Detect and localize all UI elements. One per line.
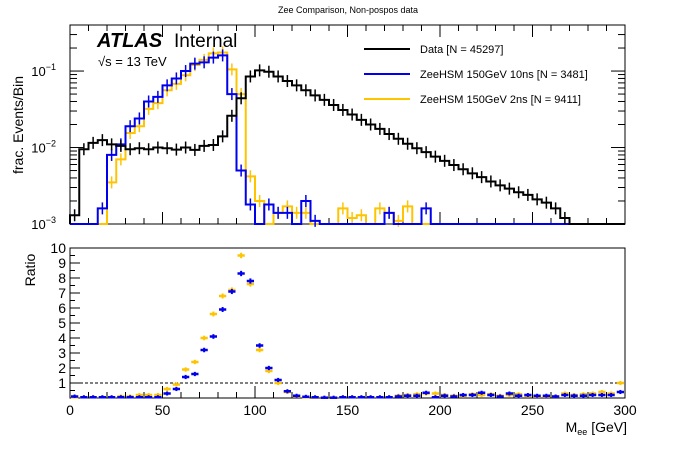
legend-label: Data [N = 45297] <box>420 44 503 56</box>
ratio-xtick-label: 0 <box>66 402 74 418</box>
ratio-ytick-label: 2 <box>58 360 66 376</box>
legend-label: ZeeHSM 150GeV 2ns [N = 9411] <box>420 94 581 106</box>
xlabel-unit: [GeV] <box>587 419 627 435</box>
ratio-series-1 <box>71 270 624 399</box>
ratio-ytick-label: 4 <box>58 330 66 346</box>
ratio-xtick-label: 150 <box>336 402 360 418</box>
ratio-xlabel: Mee [GeV] <box>566 419 627 437</box>
ratio-ytick-label: 6 <box>58 300 66 316</box>
ratio-xtick-label: 100 <box>243 402 267 418</box>
ratio-ytick-label: 5 <box>58 315 66 331</box>
ratio-ytick-label: 7 <box>58 285 66 301</box>
ratio-frame <box>69 247 626 399</box>
ratio-ytick-label: 10 <box>50 240 66 256</box>
ratio-xtick-labels: 0 50 100 150 200 250 300 <box>66 402 637 418</box>
exponent: −3 <box>46 215 56 225</box>
exponent: −1 <box>46 62 56 72</box>
ratio-xtick-label: 200 <box>428 402 452 418</box>
main-series-1 <box>70 49 625 227</box>
legend-label: ZeeHSM 150GeV 10ns [N = 3481] <box>420 69 588 81</box>
status-label: Internal <box>174 31 237 52</box>
main-ytick-labels: 10−3 10−2 10−1 <box>31 62 56 232</box>
main-ytick-label: 10−3 <box>31 215 56 232</box>
main-series-group <box>69 46 625 227</box>
histogram-line <box>70 54 625 225</box>
chart-title: Zee Comparison, Non-pospos data <box>278 5 418 15</box>
ratio-series-group <box>71 252 624 399</box>
main-series-2 <box>69 64 625 225</box>
ratio-series-0 <box>71 252 624 399</box>
atlas-label: ATLAS <box>96 30 163 52</box>
ratio-ylabel: Ratio <box>22 253 38 286</box>
ratio-xtick-label: 50 <box>155 402 171 418</box>
main-panel: frac. Events/Bin 10−3 10−2 10−1 ATLAS Inte… <box>10 24 626 232</box>
xlabel-main: M <box>566 419 578 435</box>
legend: Data [N = 45297] ZeeHSM 150GeV 10ns [N = … <box>364 44 588 106</box>
xlabel-sub: ee <box>577 427 587 437</box>
ratio-ytick-label: 8 <box>58 270 66 286</box>
ratio-xtick-label: 250 <box>521 402 545 418</box>
ratio-ytick-label: 3 <box>58 345 66 361</box>
ratio-axis-ticks <box>69 247 626 399</box>
ratio-xtick-label: 300 <box>613 402 637 418</box>
energy-label: √s = 13 TeV <box>98 54 167 69</box>
main-ytick-label: 10−2 <box>31 139 56 156</box>
exponent: −2 <box>46 139 56 149</box>
ratio-ytick-label: 1 <box>58 375 66 391</box>
main-ylabel: frac. Events/Bin <box>10 76 26 174</box>
ratio-ytick-label: 9 <box>58 255 66 271</box>
main-ytick-label: 10−1 <box>31 62 56 79</box>
